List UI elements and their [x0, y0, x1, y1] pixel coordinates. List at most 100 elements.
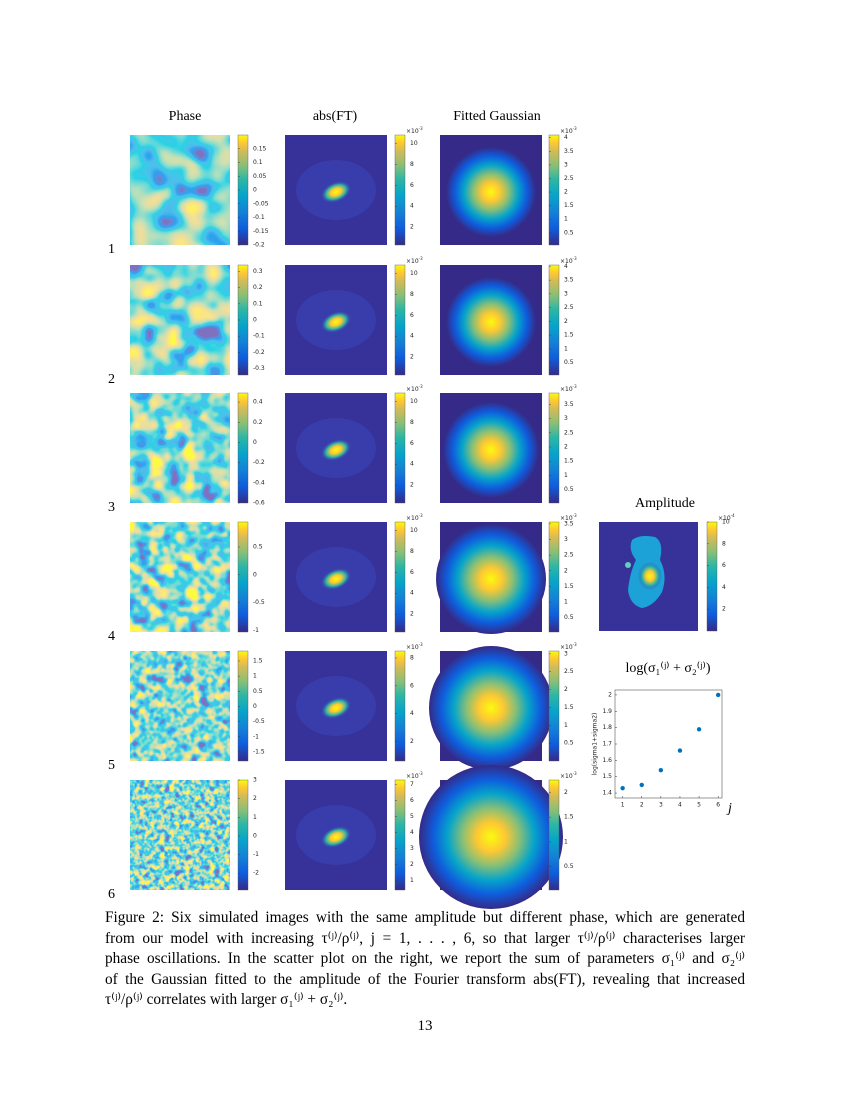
- colorbar-tick-label: 3: [564, 290, 568, 297]
- x-axis-label: j: [726, 801, 732, 816]
- colorbar-tick-label: 0: [253, 439, 257, 446]
- colorbar: [237, 392, 249, 504]
- colorbar-tick-label: -1.5: [253, 748, 265, 755]
- colorbar-multiplier: ×10-3: [406, 126, 423, 135]
- multiplier-exponent: -3: [419, 384, 423, 389]
- ft-peak: [320, 696, 352, 720]
- colorbar: [548, 264, 560, 376]
- x-tick-label: 6: [716, 802, 720, 809]
- colorbar-tick-label: 4: [410, 461, 414, 468]
- colorbar-tick-label: 0.3: [253, 268, 263, 275]
- colorbar-tick-label: 2: [410, 611, 414, 618]
- multiplier-exponent: -3: [573, 513, 577, 518]
- scatter-axes: [614, 689, 723, 799]
- colorbar: [237, 521, 249, 633]
- multiplier-base: ×10: [560, 258, 573, 265]
- colorbar-tick-label: 10: [722, 519, 730, 526]
- colorbar-tick-label: 1.5: [564, 332, 574, 339]
- colorbar-tick-label: 1: [564, 599, 568, 606]
- colorbar-tick-label: 2: [410, 482, 414, 489]
- colorbar-tick-label: 1: [253, 814, 257, 821]
- colorbar-tick-label: 6: [410, 569, 414, 576]
- colorbar-tick-label: 0.5: [564, 229, 574, 236]
- caption-line: from our model with increasing τ⁽ʲ⁾/ρ⁽ʲ⁾…: [105, 930, 745, 947]
- colorbar: [237, 650, 249, 762]
- colorbar-tick-label: 0: [253, 703, 257, 710]
- colorbar-tick-label: -1: [253, 733, 259, 740]
- colorbar: [548, 134, 560, 246]
- colorbar-tick-label: -0.6: [253, 500, 265, 507]
- ft-peak: [320, 825, 352, 849]
- gauss-blob: [419, 765, 563, 909]
- colorbar-tick-label: 1: [253, 673, 257, 680]
- colorbar-tick-label: 4: [410, 829, 414, 836]
- colorbar-tick-label: 6: [410, 440, 414, 447]
- page-number: 13: [418, 1018, 433, 1034]
- multiplier-exponent: -3: [419, 256, 423, 261]
- colorbar-tick-label: 0.5: [253, 544, 263, 551]
- colorbar-multiplier: ×10-4: [718, 513, 735, 522]
- multiplier-base: ×10: [718, 515, 731, 522]
- colorbar-multiplier: ×10-3: [560, 642, 577, 651]
- colorbar-tick-label: 2.5: [564, 429, 574, 436]
- multiplier-exponent: -3: [573, 126, 577, 131]
- amplitude-peak: [638, 562, 662, 590]
- colorbar: [548, 521, 560, 633]
- multiplier-base: ×10: [560, 515, 573, 522]
- colorbar-tick-label: 3: [564, 536, 568, 543]
- multiplier-base: ×10: [560, 386, 573, 393]
- colorbar-tick-label: 2: [410, 354, 414, 361]
- colorbar-tick-label: -0.3: [253, 365, 265, 372]
- colorbar-tick-label: 0.2: [253, 419, 263, 426]
- x-tick-label: 4: [678, 802, 682, 809]
- amplitude-spot: [625, 562, 631, 568]
- colorbar-tick-label: 0: [253, 317, 257, 324]
- multiplier-exponent: -3: [573, 642, 577, 647]
- multiplier-base: ×10: [560, 128, 573, 135]
- colorbar-tick-label: 8: [410, 548, 414, 555]
- gauss-blob: [443, 402, 539, 498]
- colorbar-tick-label: 6: [722, 562, 726, 569]
- colorbar-multiplier: ×10-3: [560, 384, 577, 393]
- scatter-point: [639, 782, 644, 788]
- colorbar-tick-label: 4: [410, 203, 414, 210]
- colorbar-tick-label: 3.5: [564, 401, 574, 408]
- row-label: 1: [108, 242, 115, 257]
- multiplier-base: ×10: [406, 258, 419, 265]
- colorbar-tick-label: -0.15: [253, 228, 269, 235]
- colorbar: [706, 521, 718, 632]
- multiplier-exponent: -3: [419, 642, 423, 647]
- x-tick-label: 5: [697, 802, 701, 809]
- multiplier-base: ×10: [560, 773, 573, 780]
- colorbar-tick-label: 8: [410, 161, 414, 168]
- colorbar-tick-label: -1: [253, 627, 259, 634]
- amplitude-title: Amplitude: [635, 496, 695, 511]
- colorbar-tick-label: 2: [722, 606, 726, 613]
- colorbar-tick-label: 3.5: [564, 148, 574, 155]
- caption-line: phase oscillations. In the scatter plot …: [105, 950, 745, 967]
- x-tick-label: 2: [640, 802, 644, 809]
- colorbar-tick-label: 4: [564, 263, 568, 270]
- colorbar: [394, 779, 406, 891]
- colorbar-tick-label: 3: [253, 777, 257, 784]
- phase-image: [130, 393, 230, 503]
- colorbar-tick-label: -0.2: [253, 459, 265, 466]
- caption-line: Figure 2: Six simulated images with the …: [105, 909, 745, 926]
- colorbar-tick-label: 2: [564, 444, 568, 451]
- colorbar-tick-label: 10: [410, 140, 418, 147]
- phase-image: [130, 651, 230, 761]
- colorbar-tick-label: -0.5: [253, 718, 265, 725]
- x-tick-label: 1: [621, 802, 625, 809]
- colorbar-tick-label: -1: [253, 851, 259, 858]
- x-tick-label: 3: [659, 802, 663, 809]
- multiplier-base: ×10: [406, 773, 419, 780]
- colorbar-multiplier: ×10-3: [406, 256, 423, 265]
- colorbar-tick-label: -0.2: [253, 349, 265, 356]
- colorbar-tick-label: 2: [253, 795, 257, 802]
- colorbar-tick-label: -0.05: [253, 200, 269, 207]
- multiplier-base: ×10: [406, 386, 419, 393]
- colorbar-multiplier: ×10-3: [560, 513, 577, 522]
- ft-peak: [320, 438, 352, 462]
- scatter-point: [677, 748, 683, 753]
- colorbar-multiplier: ×10-3: [406, 771, 423, 780]
